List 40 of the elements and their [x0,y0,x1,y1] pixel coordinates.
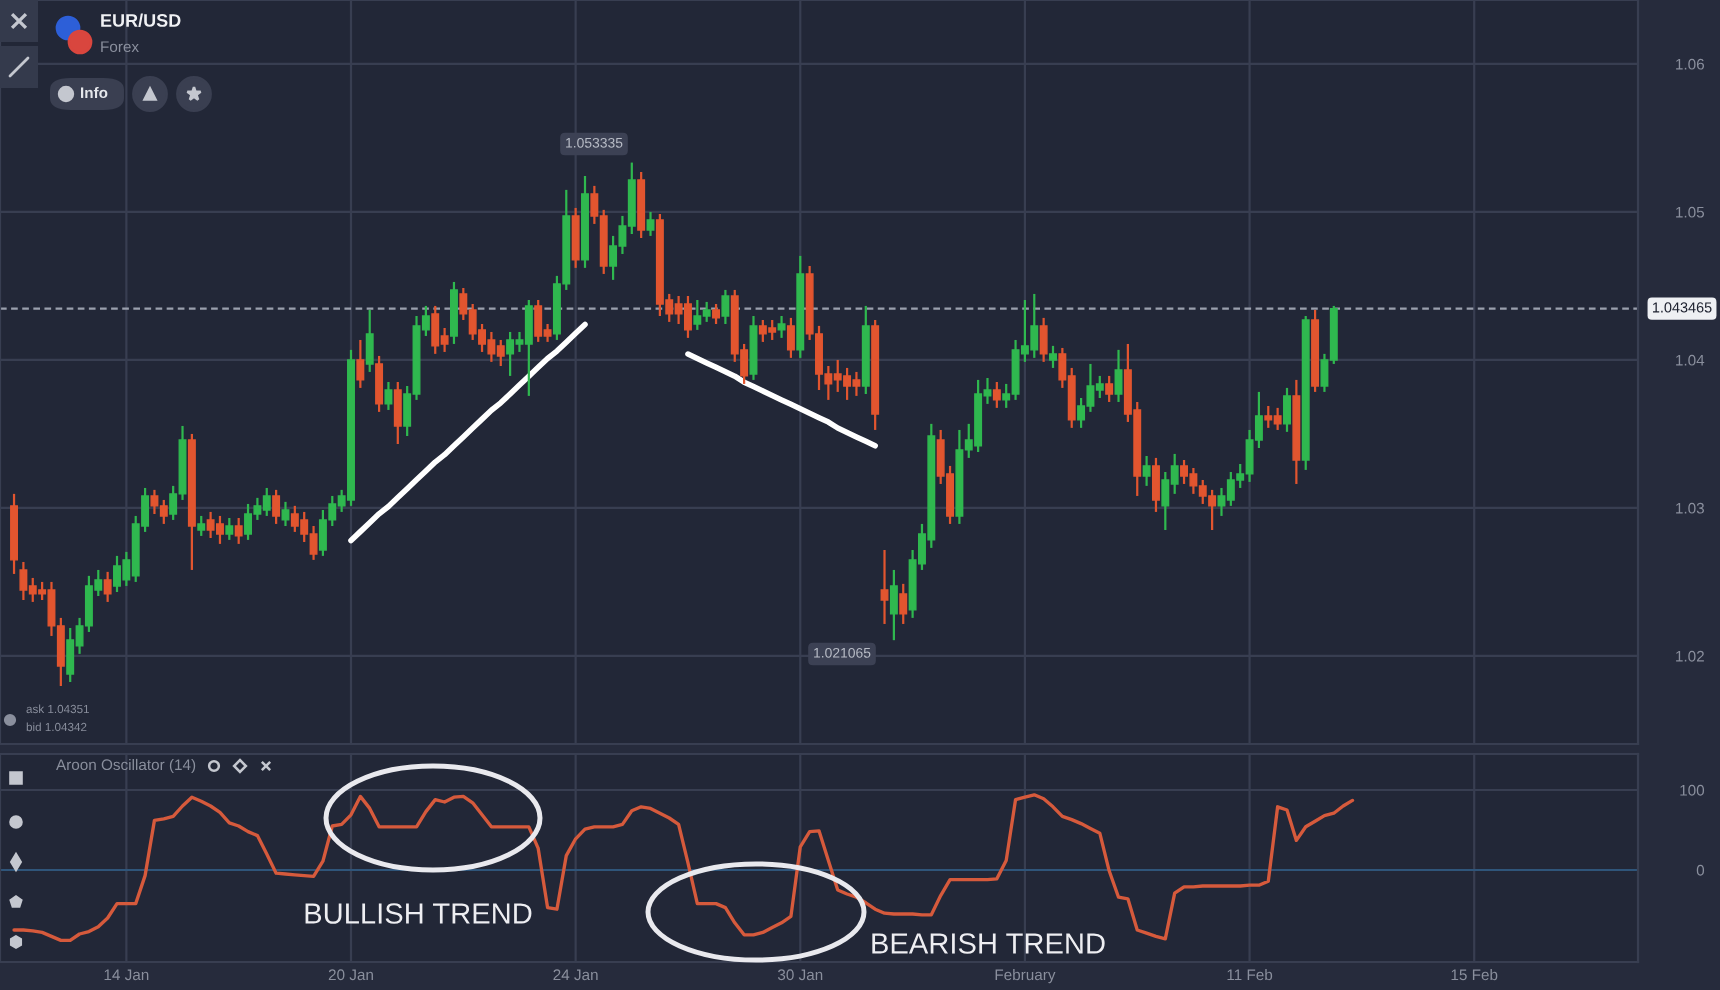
line-series [348,321,588,544]
candlestick [1105,374,1114,404]
candlestick [880,548,889,626]
candlestick [1142,454,1151,487]
candlestick [524,298,533,398]
candlestick [356,338,365,390]
candlestick [1180,458,1189,486]
candlestick [899,582,908,626]
candlestick [889,568,898,642]
annotation: BEARISH TREND [872,933,1105,954]
candlestick [1114,348,1123,404]
candlestick [281,500,290,528]
candlestick [272,488,281,526]
candlestick [393,380,402,446]
candlestick [683,294,692,339]
candlestick [721,288,730,326]
candlestick [365,308,374,374]
candlestick [777,314,786,339]
candlestick [375,354,384,413]
candlestick [1039,316,1048,363]
candlestick [384,380,393,412]
candlestick [571,206,580,269]
annotation: BULLISH TREND [305,903,532,924]
text: EUR/USD [101,13,181,28]
candlestick [449,280,458,346]
candlestick [244,502,253,542]
candlestick [225,516,234,542]
candlestick [786,316,795,359]
candlestick [234,516,243,546]
candlestick [712,302,721,326]
line-series [685,351,878,449]
candlestick [646,210,655,238]
candlestick [506,330,515,378]
candlestick [1049,344,1057,370]
candlestick [197,514,206,538]
candlestick [215,514,224,546]
candlestick [992,380,1001,409]
candlestick [1151,456,1160,514]
candlestick [1283,386,1291,433]
candlestick [103,570,112,604]
